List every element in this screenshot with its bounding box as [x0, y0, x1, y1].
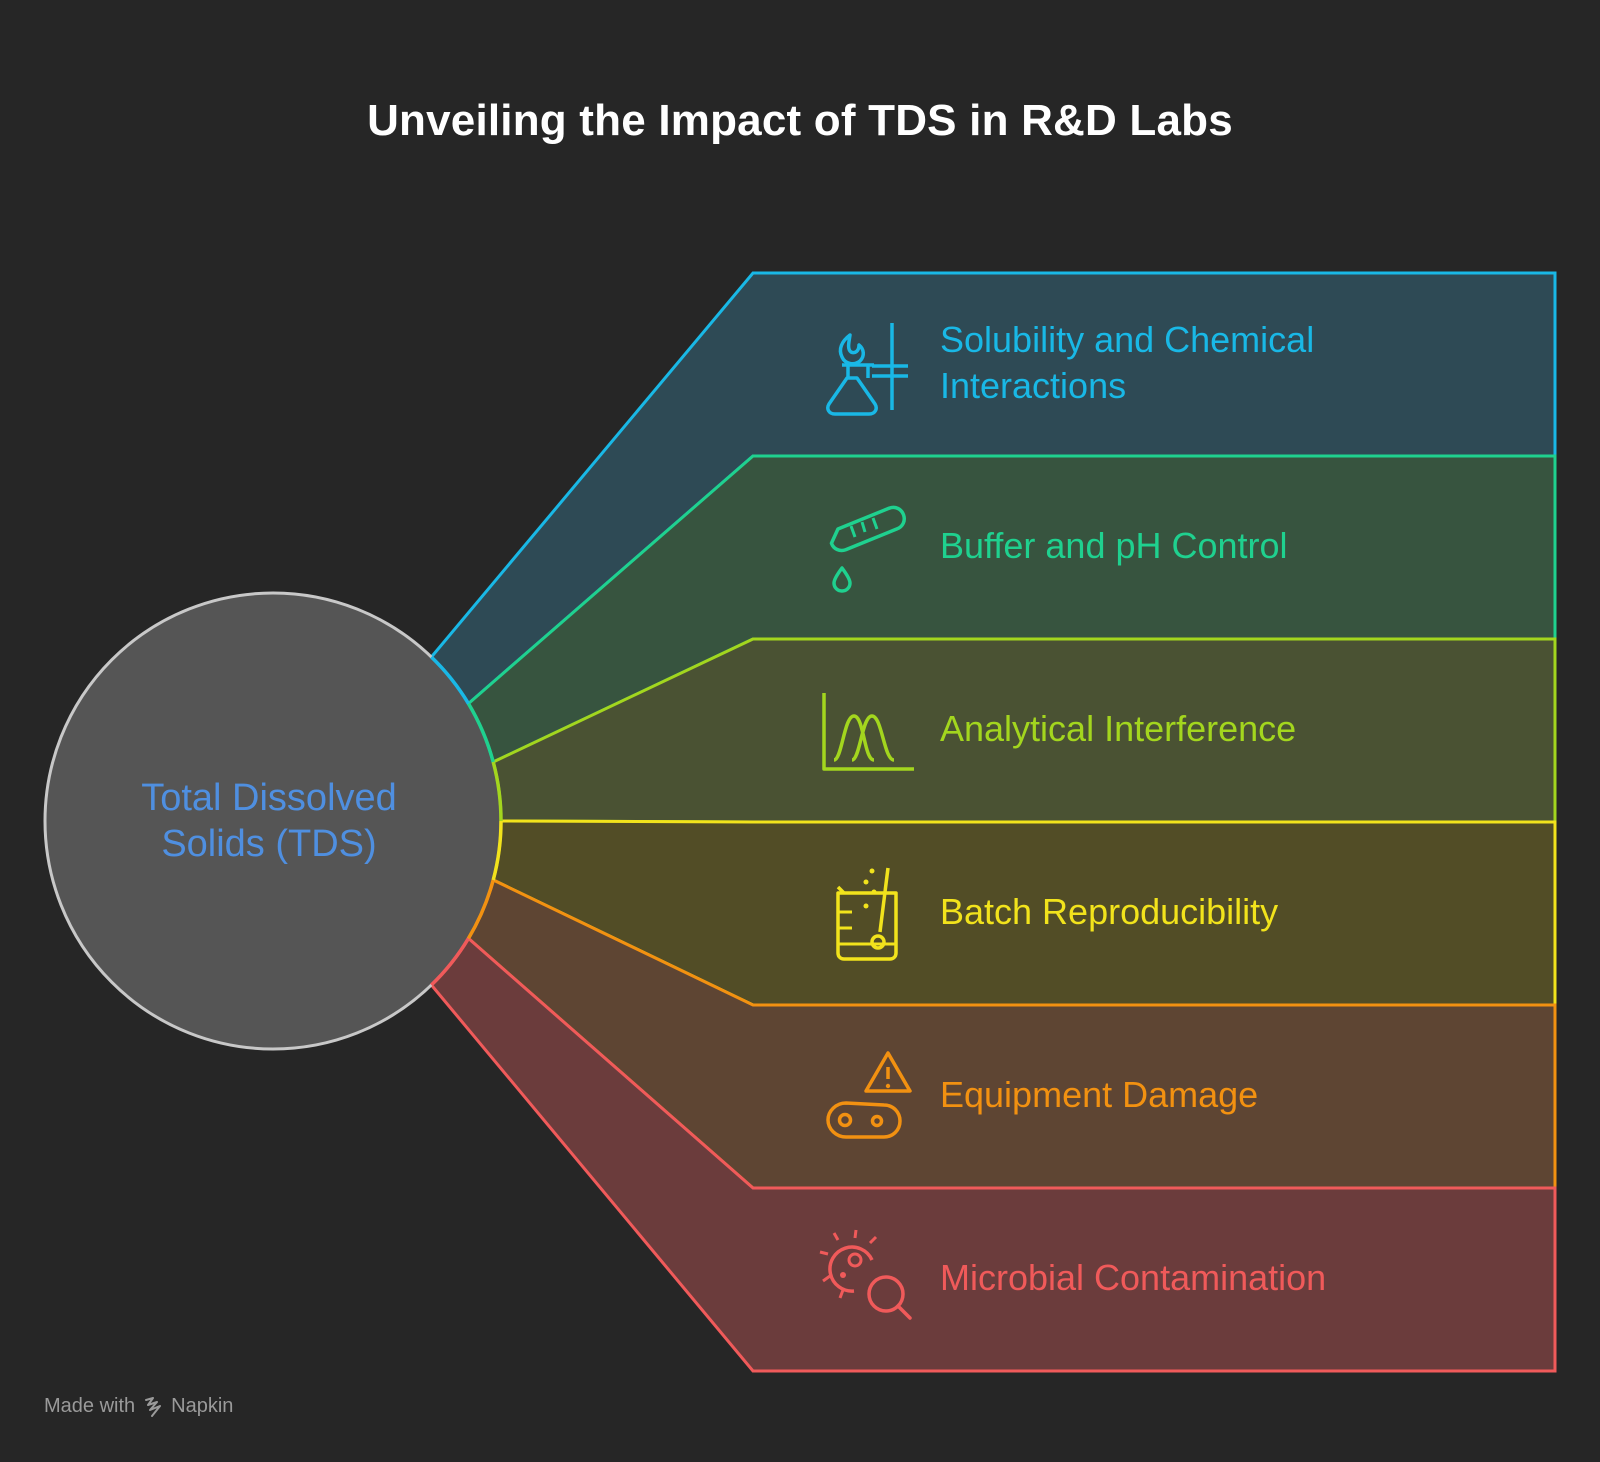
hub-arc: [466, 879, 495, 940]
hub-colored-arcs: [430, 655, 503, 987]
hub-arc: [466, 702, 495, 763]
hub-arc: [430, 937, 470, 987]
branch-label-text: Microbial Contamination: [940, 1257, 1327, 1298]
branch-label: Batch Reproducibility: [940, 852, 1560, 972]
bunsen-burner-flask-icon: [826, 323, 908, 416]
branch-label-text: Analytical Interference: [940, 708, 1297, 749]
chromatogram-peaks-icon: [822, 693, 914, 771]
branch-label-text: Equipment Damage: [940, 1074, 1259, 1115]
hub-arc: [491, 761, 503, 822]
branch-label-text: Solubility and Chemical Interactions: [940, 319, 1315, 406]
branch-label: Equipment Damage: [940, 1035, 1560, 1155]
branch-label: Buffer and pH Control: [940, 486, 1560, 606]
footer-credit: Made with Napkin: [44, 1395, 233, 1418]
napkin-brand-text: Napkin: [171, 1395, 234, 1417]
hub-arc: [430, 655, 470, 705]
branch-label: Microbial Contamination: [940, 1218, 1560, 1338]
branch-band: [431, 273, 1556, 704]
hub-label-line1: Total Dissolved: [141, 777, 397, 819]
branch-label-text: Batch Reproducibility: [940, 891, 1279, 932]
microbe-magnifier-icon: [819, 1229, 912, 1320]
hub-circle: [43, 591, 503, 1051]
branch-band: [468, 880, 1556, 1188]
branch-band: [431, 938, 1556, 1371]
hub-arc: [491, 820, 503, 881]
branch-label-text: Buffer and pH Control: [940, 525, 1288, 566]
branch-outline: [430, 937, 1557, 1373]
hub-label-line2: Solids (TDS): [161, 823, 376, 865]
tds-hub: Total Dissolved Solids (TDS): [43, 591, 503, 1051]
branch-label: Solubility and Chemical Interactions: [940, 303, 1560, 423]
napkin-logo-icon: [145, 1396, 162, 1417]
beaker-stirrer-icon: [836, 867, 898, 961]
made-with-text: Made with: [44, 1395, 136, 1417]
branch-band: [493, 821, 1555, 1005]
page-title: Unveiling the Impact of TDS in R&D Labs: [367, 96, 1233, 145]
branch-band: [468, 456, 1556, 762]
branch-band: [493, 639, 1555, 822]
branch-label: Analytical Interference: [940, 669, 1560, 789]
warning-conveyor-icon: [826, 1051, 912, 1139]
test-tube-drop-icon: [829, 505, 906, 593]
